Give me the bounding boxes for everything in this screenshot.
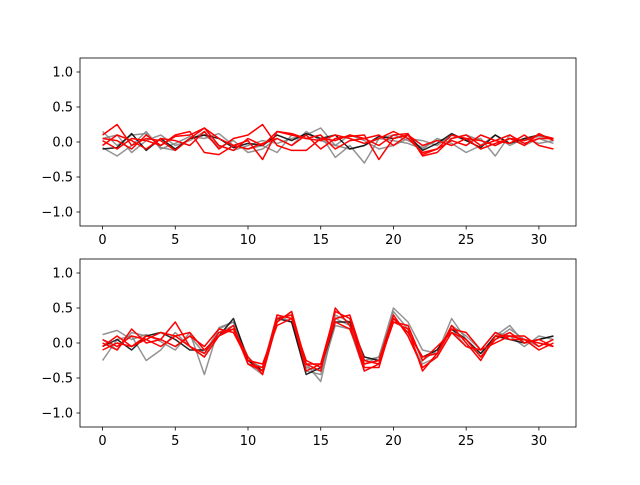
series-line-8 (102, 314, 554, 369)
x-tick-label: 20 (385, 434, 402, 449)
x-tick-label: 5 (171, 233, 179, 248)
y-tick-label: −0.5 (41, 372, 73, 387)
y-tick-label: 1.0 (52, 267, 73, 282)
x-tick-label: 5 (171, 434, 179, 449)
x-tick-label: 15 (312, 233, 329, 248)
x-tick-label: 0 (98, 233, 106, 248)
x-tick-label: 25 (458, 233, 475, 248)
y-tick-label: 1.0 (52, 66, 73, 81)
subplot-2: 0 5 10 15 20 25 30 −1.0 −0.5 0.0 0.5 1.0 (41, 258, 577, 449)
series-group (101, 307, 554, 383)
x-tick-label: 20 (385, 233, 402, 248)
subplot-1: 0 5 10 15 20 25 30 −1.0 −0.5 0.0 0.5 1.0 (41, 57, 577, 248)
x-tick-label: 30 (531, 233, 548, 248)
x-tick-label: 10 (240, 233, 257, 248)
y-tick-label: 0.0 (52, 337, 73, 352)
x-tick-label: 15 (312, 434, 329, 449)
y-tick-label: 0.0 (52, 136, 73, 151)
y-tick-label: 0.5 (52, 302, 73, 317)
x-tick-label: 30 (531, 434, 548, 449)
y-tick-label: −0.5 (41, 171, 73, 186)
y-tick-label: 0.5 (52, 101, 73, 116)
series-line-5 (102, 123, 554, 161)
series-group (102, 123, 554, 164)
series-line-6 (102, 123, 554, 157)
y-tick-label: −1.0 (41, 407, 73, 422)
series-line-7 (102, 127, 554, 152)
x-tick-label: 0 (98, 434, 106, 449)
series-line-8 (102, 130, 554, 161)
x-tick-label: 25 (458, 434, 475, 449)
series-line-6 (102, 310, 554, 376)
x-tick-label: 10 (240, 434, 257, 449)
y-tick-label: −1.0 (41, 206, 73, 221)
